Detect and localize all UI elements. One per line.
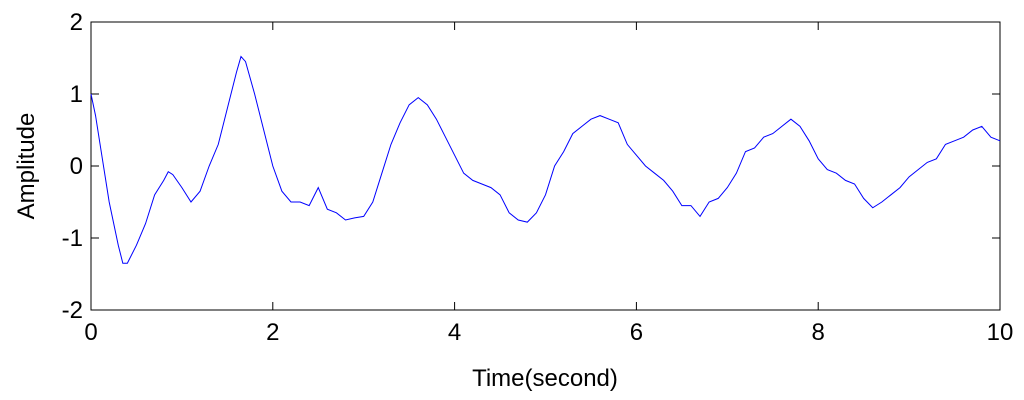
x-tick-label: 8 [812,319,825,346]
y-tick-label: -1 [62,225,83,252]
x-tick-label: 10 [987,319,1014,346]
y-tick-label: 0 [70,153,83,180]
y-tick-label: 1 [70,81,83,108]
y-tick-label: 2 [70,9,83,36]
x-tick-label: 4 [448,319,461,346]
x-tick-label: 2 [266,319,279,346]
data-line [90,55,1001,264]
x-axis-label: Time(second) [472,365,618,392]
x-tick-label: 0 [84,319,97,346]
plot-area [90,21,1001,311]
y-tick-label: -2 [62,297,83,324]
x-tick-label: 6 [630,319,643,346]
y-axis-label: Amplitude [13,113,40,220]
